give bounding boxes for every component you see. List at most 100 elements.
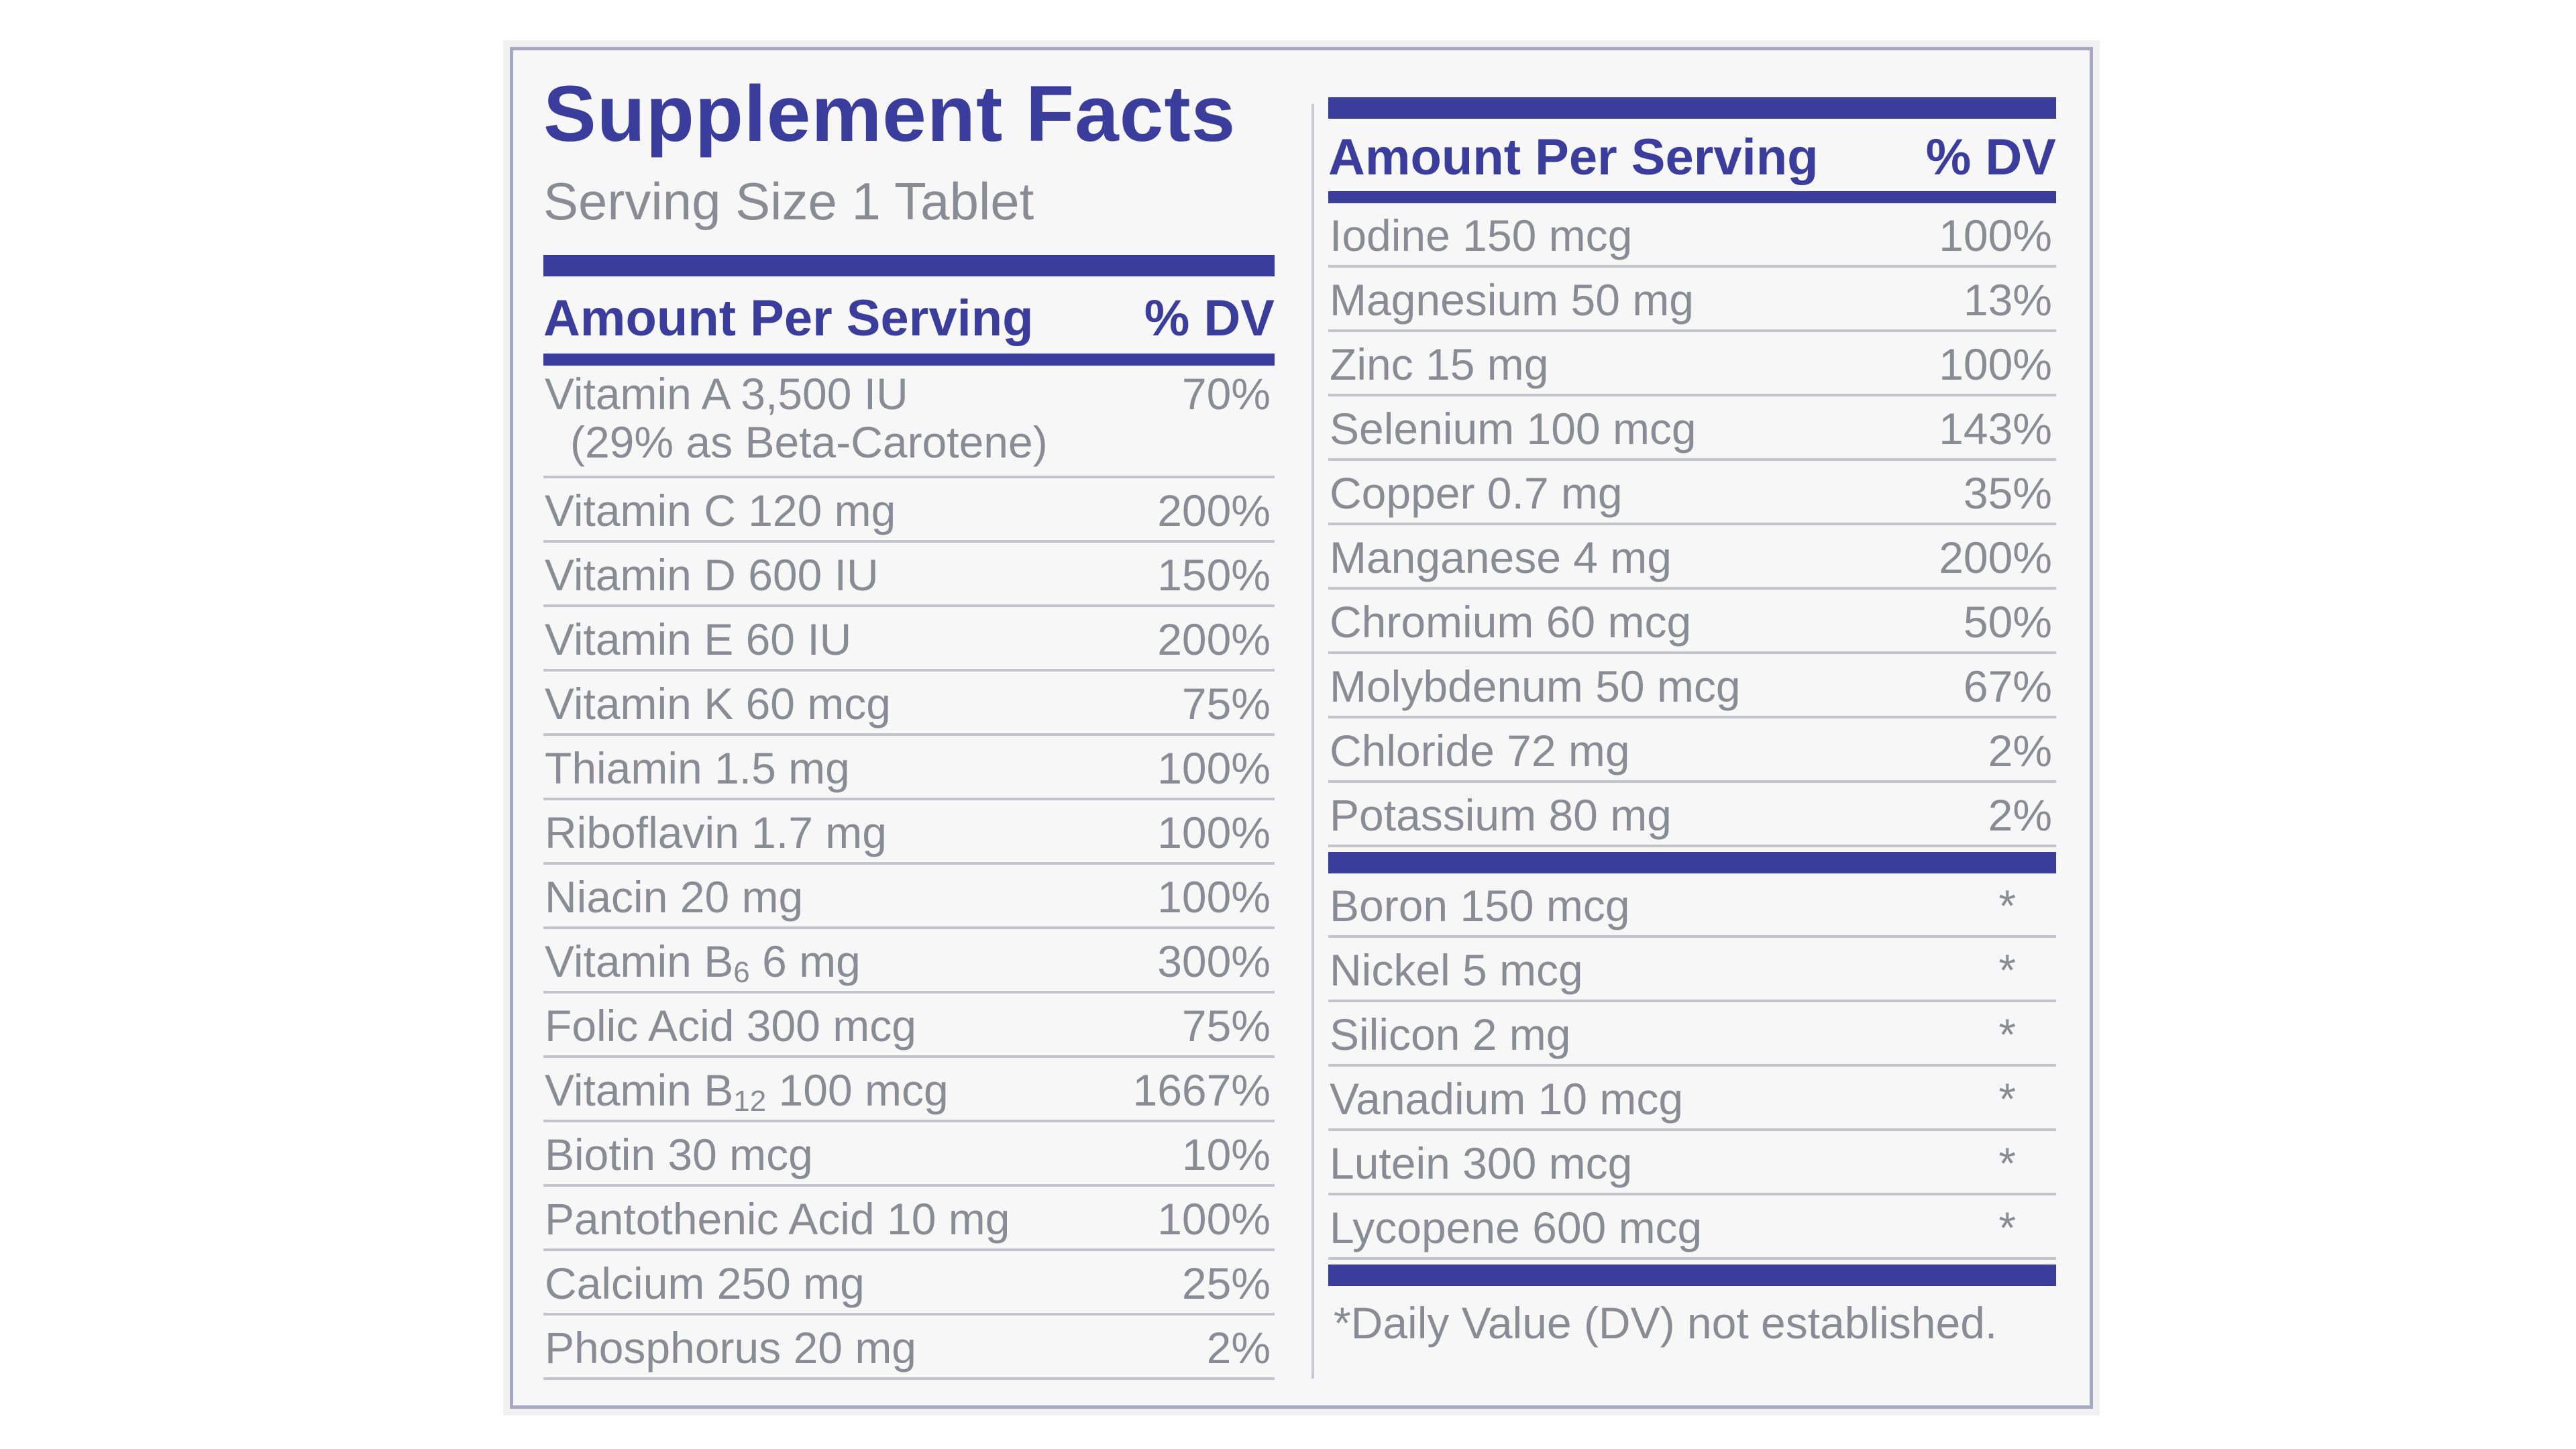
- right-header-row: Amount Per Serving % DV: [1328, 127, 2056, 188]
- nutrient-dv: *: [1998, 945, 2016, 995]
- left-header-row: Amount Per Serving % DV: [543, 288, 1275, 349]
- nutrient-row: Potassium 80 mg 2%: [1328, 783, 2056, 847]
- nutrient-dv: 70%: [1181, 369, 1271, 419]
- supplement-facts-label: Supplement Facts Serving Size 1 Tablet A…: [510, 47, 2093, 1409]
- nutrient-dv: 100%: [1157, 872, 1271, 922]
- nutrient-name-text: Selenium 100 mcg: [1330, 404, 1697, 453]
- nutrient-name: Vitamin E 60 IU: [545, 607, 851, 672]
- nutrient-name-text: Vanadium 10 mcg: [1330, 1074, 1684, 1124]
- nutrient-name: Folic Acid 300 mcg: [545, 994, 916, 1058]
- nutrient-row: Riboflavin 1.7 mg 100%: [543, 800, 1275, 865]
- nutrient-row: Vitamin K 60 mcg 75%: [543, 672, 1275, 736]
- nutrient-dv: 2%: [1206, 1323, 1271, 1373]
- nutrient-name-text: Folic Acid 300 mcg: [545, 1001, 916, 1051]
- left-top-bar: [543, 255, 1275, 276]
- nutrient-dv: *: [1998, 1203, 2016, 1252]
- nutrient-dv: 67%: [1963, 661, 2052, 711]
- nutrient-name: Copper 0.7 mg: [1330, 461, 1623, 525]
- nutrient-dv: 300%: [1157, 936, 1271, 986]
- column-divider: [1311, 104, 1314, 1379]
- right-bottom-bar: [1328, 1265, 2056, 1286]
- nutrient-name-text: Copper 0.7 mg: [1330, 468, 1623, 518]
- nutrient-row: Thiamin 1.5 mg 100%: [543, 736, 1275, 800]
- nutrient-row: Phosphorus 20 mg 2%: [543, 1316, 1275, 1380]
- nutrient-row: Pantothenic Acid 10 mg 100%: [543, 1187, 1275, 1251]
- nutrient-name-text: Silicon 2 mg: [1330, 1010, 1571, 1059]
- nutrient-dv: 100%: [1157, 743, 1271, 793]
- nutrient-dv: 75%: [1181, 1001, 1271, 1051]
- nutrient-row: Copper 0.7 mg 35%: [1328, 461, 2056, 525]
- nutrient-name: Silicon 2 mg: [1330, 1002, 1571, 1067]
- nutrient-name: Zinc 15 mg: [1330, 332, 1548, 396]
- nutrient-name: Niacin 20 mg: [545, 865, 803, 929]
- nutrient-row: Magnesium 50 mg 13%: [1328, 268, 2056, 332]
- nutrient-name: Manganese 4 mg: [1330, 525, 1672, 590]
- nutrient-dv: 75%: [1181, 679, 1271, 729]
- nutrient-dv: *: [1998, 1138, 2016, 1188]
- nutrient-row: Niacin 20 mg 100%: [543, 865, 1275, 929]
- nutrient-row: Vitamin E 60 IU 200%: [543, 607, 1275, 672]
- nutrient-name-text: Manganese 4 mg: [1330, 533, 1672, 582]
- nutrient-dv: *: [1998, 1010, 2016, 1059]
- nutrient-row: Chloride 72 mg 2%: [1328, 718, 2056, 783]
- nutrient-row: Vitamin B12 100 mcg 1667%: [543, 1058, 1275, 1122]
- nutrient-name: Calcium 250 mg: [545, 1251, 865, 1316]
- label-title: Supplement Facts: [543, 70, 1236, 158]
- right-header-bar: [1328, 191, 2056, 203]
- left-header-bar: [543, 354, 1275, 366]
- nutrient-dv: 200%: [1157, 614, 1271, 664]
- nutrient-name-text: Vitamin K 60 mcg: [545, 679, 892, 729]
- nutrient-row: Boron 150 mcg *: [1328, 873, 2056, 938]
- nutrient-name-text: Vitamin A 3,500 IU: [545, 369, 908, 419]
- nutrient-name: Vitamin B6 6 mg: [545, 929, 861, 1005]
- right-top-bar: [1328, 97, 2056, 119]
- nutrient-name-text: Riboflavin 1.7 mg: [545, 808, 887, 857]
- nutrient-name-text: Vitamin E 60 IU: [545, 614, 852, 664]
- nutrient-row: Iodine 150 mcg 100%: [1328, 203, 2056, 268]
- nutrient-name: Riboflavin 1.7 mg: [545, 800, 887, 865]
- nutrient-row: Nickel 5 mcg *: [1328, 938, 2056, 1002]
- nutrient-dv: 100%: [1157, 808, 1271, 857]
- nutrient-dv: 10%: [1181, 1130, 1271, 1179]
- amount-per-serving-header: Amount Per Serving: [543, 290, 1034, 347]
- nutrient-dv: 35%: [1963, 468, 2052, 518]
- serving-size: Serving Size 1 Tablet: [543, 172, 1034, 231]
- nutrient-dv: 143%: [1939, 404, 2052, 453]
- nutrient-row: Vitamin B6 6 mg 300%: [543, 929, 1275, 994]
- nutrient-row: Calcium 250 mg 25%: [543, 1251, 1275, 1316]
- nutrient-dv: 150%: [1157, 550, 1271, 600]
- dv-header: % DV: [1925, 129, 2056, 186]
- nutrient-row: Zinc 15 mg 100%: [1328, 332, 2056, 396]
- nutrient-name-text: Niacin 20 mg: [545, 872, 804, 922]
- nutrient-row: Lutein 300 mcg *: [1328, 1131, 2056, 1195]
- nutrient-name: Boron 150 mcg: [1330, 873, 1630, 938]
- nutrient-name: Vitamin B12 100 mcg: [545, 1058, 949, 1134]
- nutrient-row: Chromium 60 mcg 50%: [1328, 590, 2056, 654]
- nutrient-name-text: Calcium 250 mg: [545, 1258, 865, 1308]
- nutrient-name-text: Iodine 150 mcg: [1330, 211, 1633, 260]
- nutrient-name: Vanadium 10 mcg: [1330, 1067, 1683, 1131]
- nutrient-dv: 13%: [1963, 275, 2052, 325]
- nutrient-name-text: Chromium 60 mcg: [1330, 597, 1692, 647]
- nutrient-name: Vitamin A 3,500 IU (29% as Beta-Carotene): [545, 370, 1048, 466]
- nutrient-name-text: Lycopene 600 mcg: [1330, 1203, 1703, 1252]
- nutrient-dv: 100%: [1939, 211, 2052, 260]
- nutrient-dv: *: [1998, 1074, 2016, 1124]
- nutrient-row: Vitamin C 120 mg 200%: [543, 478, 1275, 543]
- nutrient-dv: 1667%: [1132, 1065, 1271, 1115]
- nutrient-name-text: Zinc 15 mg: [1330, 339, 1549, 389]
- amount-per-serving-header: Amount Per Serving: [1328, 129, 1819, 186]
- nutrient-name: Vitamin C 120 mg: [545, 478, 896, 543]
- nutrient-name-text: Biotin 30 mcg: [545, 1130, 813, 1179]
- nutrient-name-text: Vitamin C 120 mg: [545, 486, 896, 535]
- nutrient-dv: 100%: [1939, 339, 2052, 389]
- nutrient-row: Vitamin D 600 IU 150%: [543, 543, 1275, 607]
- nutrient-name: Lycopene 600 mcg: [1330, 1195, 1702, 1260]
- left-nutrient-list: Vitamin A 3,500 IU (29% as Beta-Carotene)…: [543, 366, 1275, 1380]
- nutrient-dv: 2%: [1988, 726, 2052, 775]
- nutrient-name-text: Molybdenum 50 mcg: [1330, 661, 1741, 711]
- nutrient-name: Potassium 80 mg: [1330, 783, 1672, 847]
- nutrient-subnote: (29% as Beta-Carotene): [570, 417, 1048, 467]
- nutrient-name-text: Vitamin D 600 IU: [545, 550, 879, 600]
